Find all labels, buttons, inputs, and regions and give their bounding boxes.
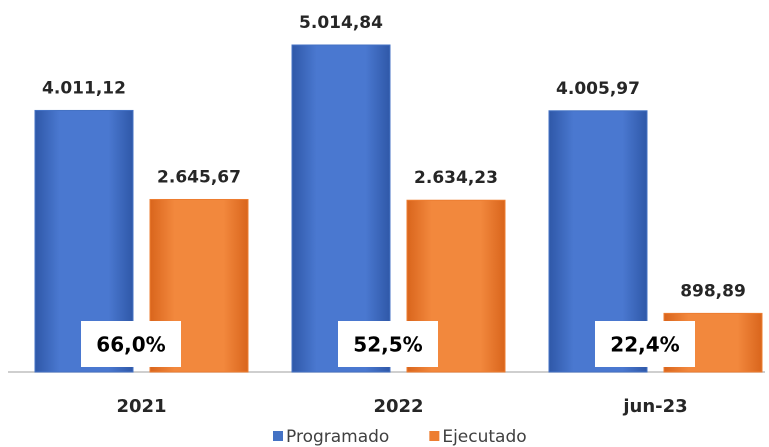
value-label: 5.014,84 xyxy=(299,13,383,33)
annotation-box xyxy=(81,321,181,367)
legend-swatch xyxy=(429,431,440,441)
value-label: 2.634,23 xyxy=(414,168,498,188)
value-label: 4.011,12 xyxy=(42,78,126,98)
value-label: 4.005,97 xyxy=(556,79,640,99)
annotation: 66,0% xyxy=(96,333,165,357)
annotation: 22,4% xyxy=(610,333,679,357)
x-tick-label: jun-23 xyxy=(622,396,687,417)
annotation: 52,5% xyxy=(353,333,422,357)
annotation-box xyxy=(338,321,438,367)
x-tick-label: 2021 xyxy=(116,396,166,417)
legend-label: Ejecutado xyxy=(442,427,526,447)
x-tick-label: 2022 xyxy=(373,396,423,417)
legend-swatch xyxy=(273,431,283,441)
legend-label: Programado xyxy=(286,427,389,447)
value-label: 2.645,67 xyxy=(157,167,241,187)
value-label: 898,89 xyxy=(680,281,746,301)
annotation-box xyxy=(595,321,695,367)
bar xyxy=(291,44,391,373)
